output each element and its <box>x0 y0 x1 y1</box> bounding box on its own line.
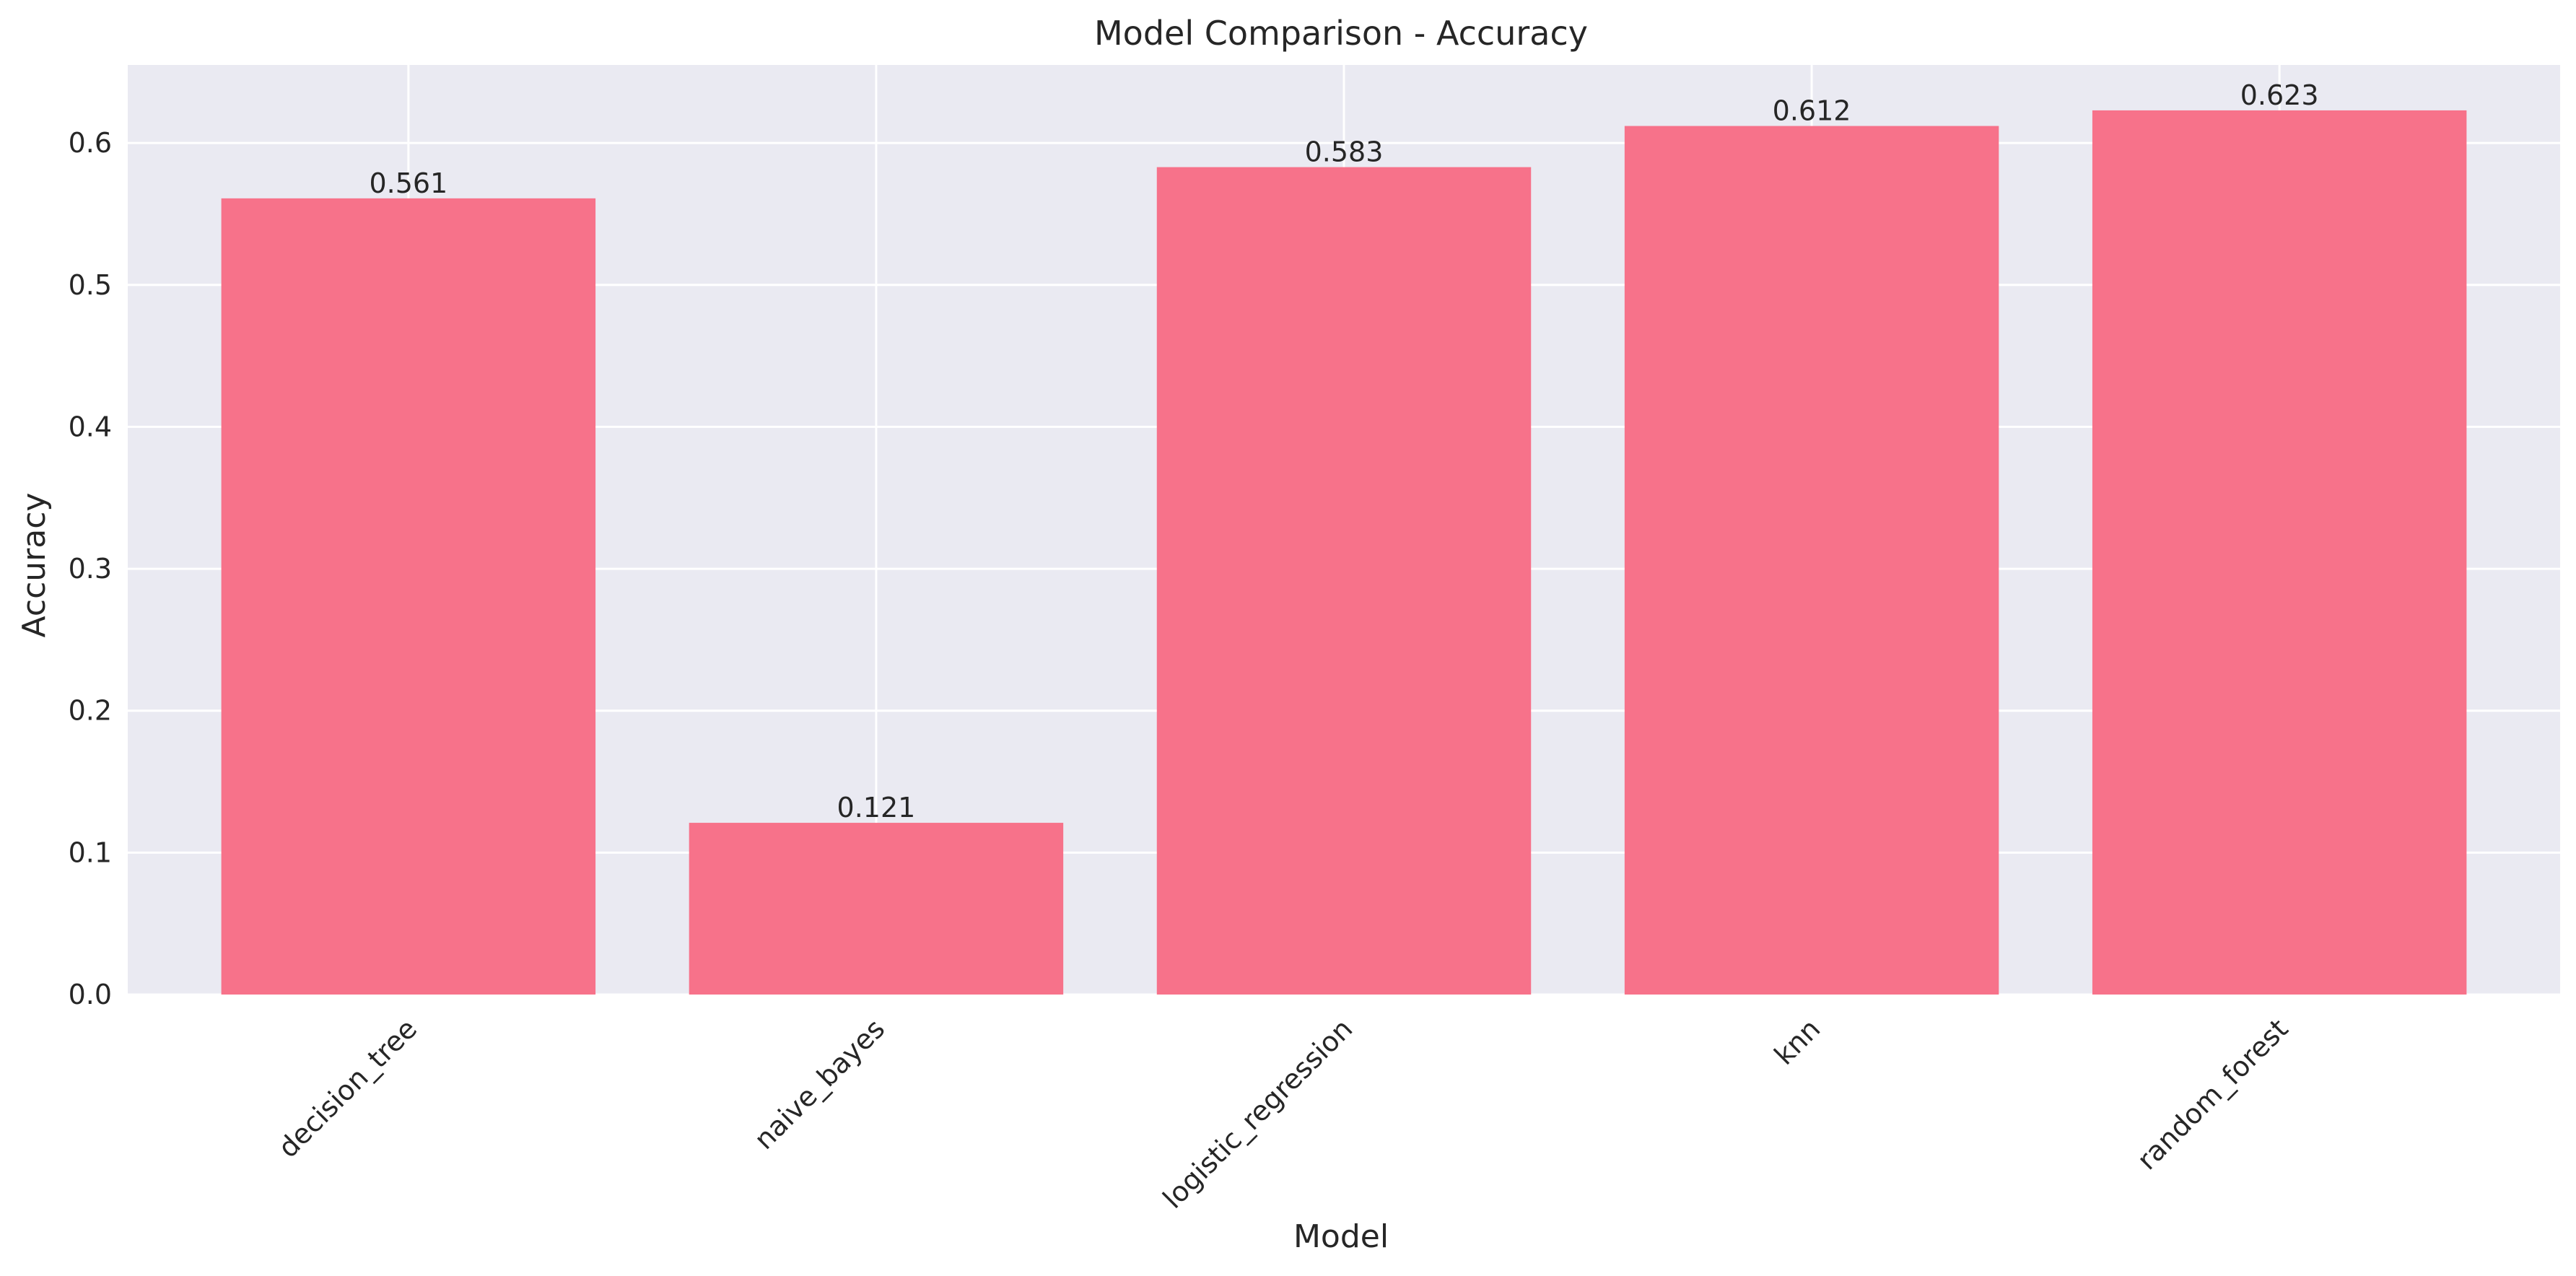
value-label: 0.612 <box>1773 95 1851 127</box>
bar-knn <box>1624 126 1999 995</box>
x-tick-label: decision_tree <box>272 1013 423 1163</box>
value-label: 0.561 <box>369 167 447 199</box>
x-tick-label: logistic_regression <box>1157 1013 1359 1215</box>
y-tick-label: 0.5 <box>69 269 112 301</box>
y-tick-label: 0.2 <box>69 695 112 727</box>
bar-logistic-regression <box>1156 167 1532 995</box>
y-tick-labels: 0.0 0.1 0.2 0.3 0.4 0.5 0.6 <box>69 127 112 1010</box>
value-label: 0.623 <box>2240 79 2319 111</box>
value-label: 0.583 <box>1305 136 1384 168</box>
y-tick-label: 0.0 <box>69 979 112 1010</box>
bars <box>221 110 2467 995</box>
y-tick-label: 0.1 <box>69 836 112 868</box>
value-labels: 0.561 0.121 0.583 0.612 0.623 <box>369 79 2318 823</box>
x-tick-label: knn <box>1768 1013 1827 1071</box>
x-tick-labels: decision_tree naive_bayes logistic_regress… <box>272 1013 2295 1215</box>
bar-random-forest <box>2092 110 2467 995</box>
y-tick-label: 0.6 <box>69 127 112 159</box>
x-tick-label: random_forest <box>2131 1013 2294 1176</box>
bar-naive-bayes <box>689 823 1064 995</box>
x-tick-label: naive_bayes <box>748 1013 891 1155</box>
y-tick-label: 0.3 <box>69 553 112 585</box>
x-axis-label: Model <box>1293 1218 1389 1255</box>
bar-decision-tree <box>221 198 596 995</box>
y-tick-label: 0.4 <box>69 411 112 442</box>
y-axis-label: Accuracy <box>16 493 53 638</box>
value-label: 0.121 <box>837 792 916 823</box>
chart-title: Model Comparison - Accuracy <box>1094 14 1588 53</box>
